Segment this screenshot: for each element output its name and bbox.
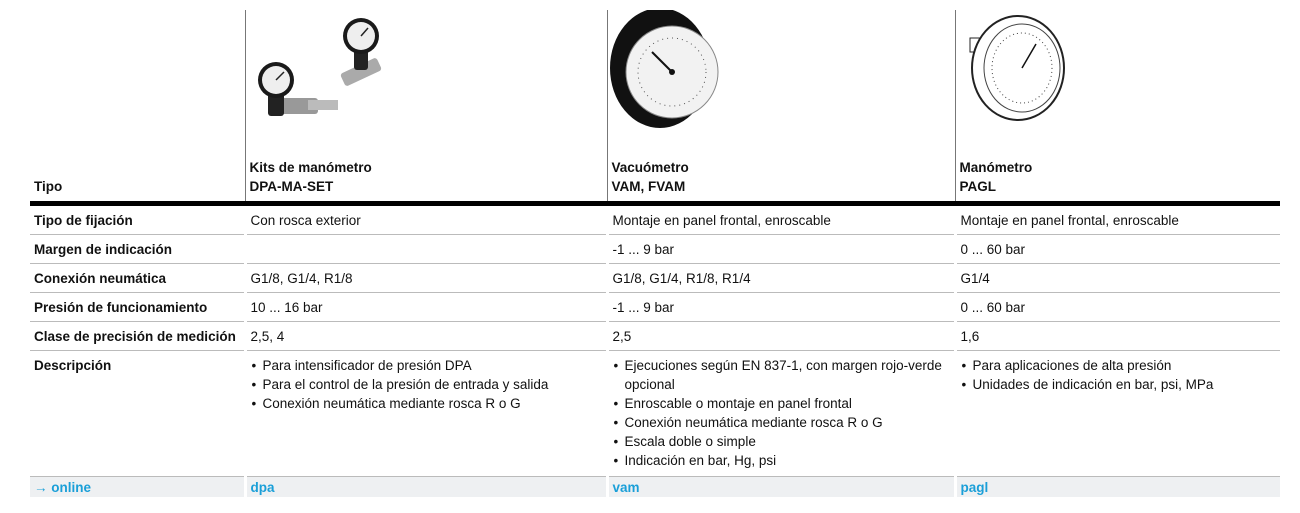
comparison-table: Tipo Kits de manómetro DPA-MA-SET bbox=[30, 10, 1280, 497]
cell-text: Montaje en panel frontal, enroscable bbox=[960, 212, 1179, 228]
product-cell: Manómetro PAGL bbox=[954, 10, 1280, 206]
online-link[interactable]: vam bbox=[612, 479, 640, 495]
row-label: Presión de funcionamiento bbox=[30, 292, 245, 322]
header-label: Tipo bbox=[34, 179, 63, 194]
online-link[interactable]: pagl bbox=[960, 479, 989, 495]
header-row: Tipo Kits de manómetro DPA-MA-SET bbox=[30, 10, 1280, 206]
table-row: Conexión neumática G1/8, G1/4, R1/8 G1/8, … bbox=[30, 263, 1280, 293]
links-label: → online bbox=[30, 476, 245, 497]
table-body: Tipo Kits de manómetro DPA-MA-SET bbox=[30, 10, 1280, 497]
cell-text: G1/8, G1/4, R1/8 bbox=[250, 270, 353, 286]
cell-text: 2,5 bbox=[612, 328, 632, 344]
table-cell: 0 ... 60 bar bbox=[953, 234, 1280, 264]
cell-text: 0 ... 60 bar bbox=[960, 241, 1026, 257]
description-row: DescripciónPara intensificador de presió… bbox=[30, 350, 1281, 477]
cell-text: -1 ... 9 bar bbox=[612, 241, 675, 257]
bullet-item: Ejecuciones según EN 837-1, con margen r… bbox=[614, 356, 954, 394]
table-cell: 2,5 bbox=[605, 321, 955, 351]
table-cell: G1/8, G1/4, R1/8 bbox=[243, 263, 607, 293]
table-row: Margen de indicación -1 ... 9 bar 0 ... 60… bbox=[30, 234, 1280, 264]
cell-text: Montaje en panel frontal, enroscable bbox=[612, 212, 831, 228]
table-row: Presión de funcionamiento 10 ... 16 bar -1… bbox=[30, 292, 1280, 322]
product-name: Vacuómetro bbox=[611, 160, 689, 175]
cell-text: G1/8, G1/4, R1/8, R1/4 bbox=[612, 270, 751, 286]
bullet-item: Indicación en bar, Hg, psi bbox=[614, 451, 954, 470]
bullet-item: Para intensificador de presión DPA bbox=[252, 356, 606, 375]
product-name: Kits de manómetro bbox=[249, 160, 372, 175]
bullet-item: Para aplicaciones de alta presión bbox=[962, 356, 1281, 375]
product-code: PAGL bbox=[959, 179, 997, 194]
product-code: VAM, FVAM bbox=[611, 179, 686, 194]
product-image bbox=[257, 18, 381, 116]
product-cell: Vacuómetro VAM, FVAM bbox=[606, 10, 955, 206]
row-label: Clase de precisión de medición bbox=[30, 321, 245, 351]
bullet-list: Para intensificador de presión DPAPara e… bbox=[251, 356, 606, 413]
row-label: Conexión neumática bbox=[30, 263, 245, 293]
bullet-item: Unidades de indicación en bar, psi, MPa bbox=[962, 375, 1281, 394]
table-cell: 10 ... 16 bar bbox=[243, 292, 607, 322]
cell-text: -1 ... 9 bar bbox=[612, 299, 675, 315]
product-image bbox=[609, 10, 718, 128]
row-label: Descripción bbox=[30, 350, 245, 477]
table-cell: Montaje en panel frontal, enroscable bbox=[605, 203, 955, 235]
cell-text: G1/4 bbox=[960, 270, 990, 286]
cell-text: Con rosca exterior bbox=[250, 212, 361, 228]
table-cell: pagl bbox=[953, 476, 1280, 497]
table-cell bbox=[243, 234, 607, 264]
table-cell: dpa bbox=[243, 476, 607, 497]
table-cell: Para intensificador de presión DPAPara e… bbox=[243, 350, 607, 477]
cell-text: 2,5, 4 bbox=[250, 328, 285, 344]
bullet-list: Ejecuciones según EN 837-1, con margen r… bbox=[613, 356, 954, 470]
bullet-item: Enroscable o montaje en panel frontal bbox=[614, 394, 954, 413]
table-cell: Ejecuciones según EN 837-1, con margen r… bbox=[605, 350, 955, 477]
bullet-item: Conexión neumática mediante rosca R o G bbox=[614, 413, 954, 432]
product-code: DPA-MA-SET bbox=[249, 179, 334, 194]
table-cell: G1/8, G1/4, R1/8, R1/4 bbox=[605, 263, 955, 293]
bullet-item: Escala doble o simple bbox=[614, 432, 954, 451]
bullet-item: Conexión neumática mediante rosca R o G bbox=[252, 394, 606, 413]
product-cell: Kits de manómetro DPA-MA-SET bbox=[244, 10, 607, 206]
bullet-item: Para el control de la presión de entrada… bbox=[252, 375, 606, 394]
cell-text: 10 ... 16 bar bbox=[250, 299, 323, 315]
product-name: Manómetro bbox=[959, 160, 1033, 175]
cell-text: 0 ... 60 bar bbox=[960, 299, 1026, 315]
row-label: Tipo de fijación bbox=[30, 203, 245, 235]
table-cell: vam bbox=[605, 476, 955, 497]
table-row: Clase de precisión de medición 2,5, 4 2,5 1… bbox=[30, 321, 1280, 351]
table-row: Tipo de fijación Con rosca exterior Montaj… bbox=[30, 203, 1280, 235]
table-cell: 1,6 bbox=[953, 321, 1280, 351]
bullet-list: Para aplicaciones de alta presiónUnidade… bbox=[961, 356, 1281, 394]
row-label: Margen de indicación bbox=[30, 234, 245, 264]
table-cell: Con rosca exterior bbox=[243, 203, 607, 235]
table-cell: -1 ... 9 bar bbox=[605, 234, 955, 264]
cell-text: 1,6 bbox=[960, 328, 980, 344]
table-cell: Para aplicaciones de alta presiónUnidade… bbox=[953, 350, 1281, 477]
table-cell: 0 ... 60 bar bbox=[953, 292, 1280, 322]
table-cell: -1 ... 9 bar bbox=[605, 292, 955, 322]
table-cell: 2,5, 4 bbox=[243, 321, 607, 351]
links-row: → online dpa vam pagl bbox=[30, 476, 1280, 497]
table-cell: Montaje en panel frontal, enroscable bbox=[953, 203, 1280, 235]
online-link[interactable]: dpa bbox=[250, 479, 275, 495]
product-image bbox=[969, 15, 1065, 121]
table-cell: G1/4 bbox=[953, 263, 1280, 293]
header-label-cell: Tipo bbox=[30, 10, 245, 206]
